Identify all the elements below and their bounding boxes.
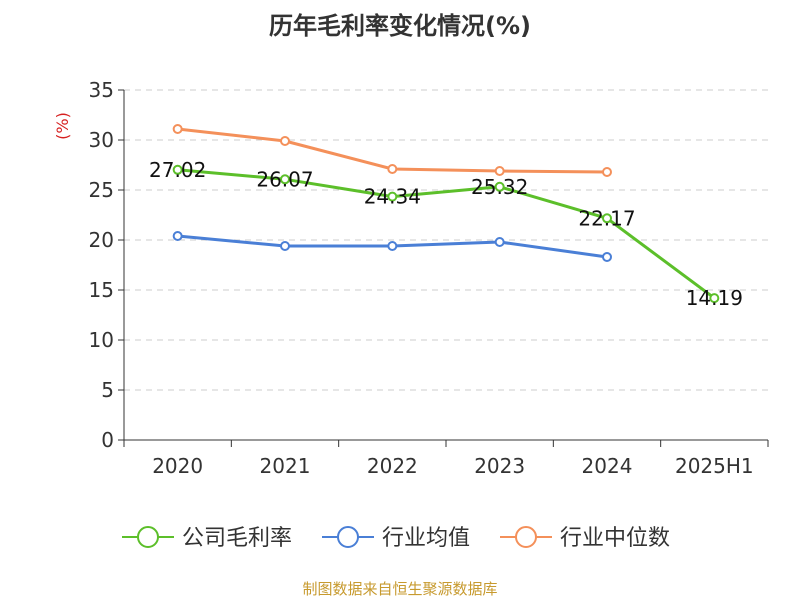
data-point[interactable] (280, 174, 290, 185)
x-tick-label: 2021 (260, 454, 311, 478)
legend-label[interactable]: 行业均值 (382, 526, 470, 551)
chart-title: 历年毛利率变化情况(%) (269, 12, 531, 40)
data-point[interactable] (709, 293, 720, 304)
data-label: 27.02 (149, 158, 206, 182)
x-tick-label: 2020 (152, 454, 203, 478)
data-point[interactable] (280, 136, 290, 146)
source-note: 制图数据来自恒生聚源数据库 (302, 580, 498, 598)
y-tick-label: 30 (89, 128, 114, 152)
legend-marker (337, 526, 359, 548)
data-labels: 27.02 26.07 24.34 25.32 22.17 14.19 (149, 158, 743, 310)
x-tick-label: 2025H1 (675, 454, 754, 478)
grid-lines (124, 89, 768, 391)
legend-label[interactable]: 行业中位数 (560, 526, 670, 551)
x-tick-label: 2022 (367, 454, 418, 478)
y-tick-label: 25 (89, 178, 114, 202)
data-point[interactable] (387, 241, 398, 251)
data-label: 25.32 (471, 175, 528, 199)
y-tick-label: 5 (101, 378, 114, 402)
axes: 0 5 10 15 20 25 30 35 (%) 2020 2021 2022 2023 2024 202… (53, 78, 769, 478)
data-label: 22.17 (578, 206, 635, 230)
y-tick-label: 10 (89, 328, 114, 352)
y-tick-label: 35 (89, 78, 114, 102)
legend-label[interactable]: 公司毛利率 (182, 526, 292, 551)
data-point[interactable] (494, 181, 505, 192)
data-point[interactable] (602, 252, 612, 262)
series-lines (172, 124, 720, 304)
data-label: 14.19 (686, 286, 743, 310)
data-point[interactable] (494, 166, 505, 176)
data-point[interactable] (494, 237, 505, 247)
data-label: 24.34 (364, 185, 421, 209)
data-point[interactable] (172, 164, 183, 175)
series-line-0 (177, 168, 716, 300)
legend[interactable]: 公司毛利率 行业均值 行业中位数 (122, 526, 670, 551)
data-label: 26.07 (256, 167, 313, 191)
y-axis-unit-label: (%) (53, 112, 72, 140)
legend-marker (137, 526, 159, 548)
data-point[interactable] (387, 191, 398, 202)
data-point[interactable] (280, 241, 290, 251)
legend-marker (515, 526, 537, 548)
y-tick-label: 0 (101, 428, 114, 452)
data-point[interactable] (172, 124, 183, 134)
y-tick-label: 15 (89, 278, 114, 302)
y-tick-label: 20 (89, 228, 114, 252)
data-point[interactable] (602, 167, 612, 177)
data-point[interactable] (172, 231, 183, 241)
data-point[interactable] (602, 213, 612, 224)
data-point[interactable] (387, 164, 398, 174)
x-tick-label: 2023 (474, 454, 525, 478)
x-tick-label: 2024 (582, 454, 633, 478)
